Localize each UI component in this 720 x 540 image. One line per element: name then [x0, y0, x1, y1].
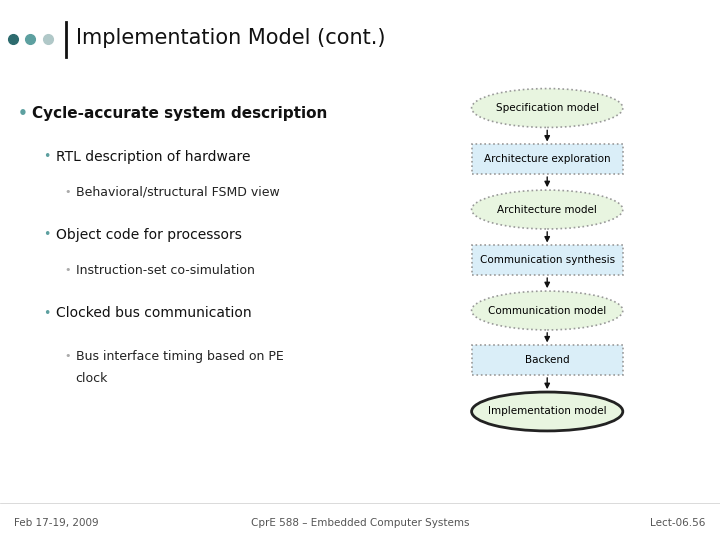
FancyBboxPatch shape	[472, 245, 623, 275]
Text: Feb 17-19, 2009: Feb 17-19, 2009	[14, 518, 99, 528]
Text: Backend: Backend	[525, 355, 570, 365]
Text: Communication model: Communication model	[488, 306, 606, 315]
Ellipse shape	[472, 190, 623, 229]
FancyBboxPatch shape	[472, 144, 623, 174]
Text: •: •	[43, 228, 50, 241]
Text: Instruction-set co-simulation: Instruction-set co-simulation	[76, 264, 254, 276]
Text: Specification model: Specification model	[495, 103, 599, 113]
Text: clock: clock	[76, 372, 108, 384]
Text: Clocked bus communication: Clocked bus communication	[56, 306, 252, 320]
Text: RTL description of hardware: RTL description of hardware	[56, 150, 251, 164]
Text: Behavioral/structural FSMD view: Behavioral/structural FSMD view	[76, 185, 279, 198]
Text: •: •	[18, 106, 28, 121]
Text: Architecture exploration: Architecture exploration	[484, 154, 611, 164]
Text: Implementation model: Implementation model	[488, 407, 606, 416]
Text: •: •	[43, 150, 50, 163]
Text: Architecture model: Architecture model	[498, 205, 597, 214]
Text: •: •	[43, 307, 50, 320]
Ellipse shape	[472, 89, 623, 127]
Ellipse shape	[472, 392, 623, 431]
Text: Object code for processors: Object code for processors	[56, 228, 242, 242]
Text: Communication synthesis: Communication synthesis	[480, 255, 615, 265]
Text: •: •	[65, 265, 71, 275]
Text: CprE 588 – Embedded Computer Systems: CprE 588 – Embedded Computer Systems	[251, 518, 469, 528]
Text: Bus interface timing based on PE: Bus interface timing based on PE	[76, 350, 284, 363]
Text: Cycle-accurate system description: Cycle-accurate system description	[32, 106, 328, 121]
Text: •: •	[65, 352, 71, 361]
Ellipse shape	[472, 291, 623, 330]
Text: Lect-06.56: Lect-06.56	[650, 518, 706, 528]
Text: •: •	[65, 187, 71, 197]
Text: Implementation Model (cont.): Implementation Model (cont.)	[76, 28, 385, 48]
FancyBboxPatch shape	[472, 346, 623, 375]
